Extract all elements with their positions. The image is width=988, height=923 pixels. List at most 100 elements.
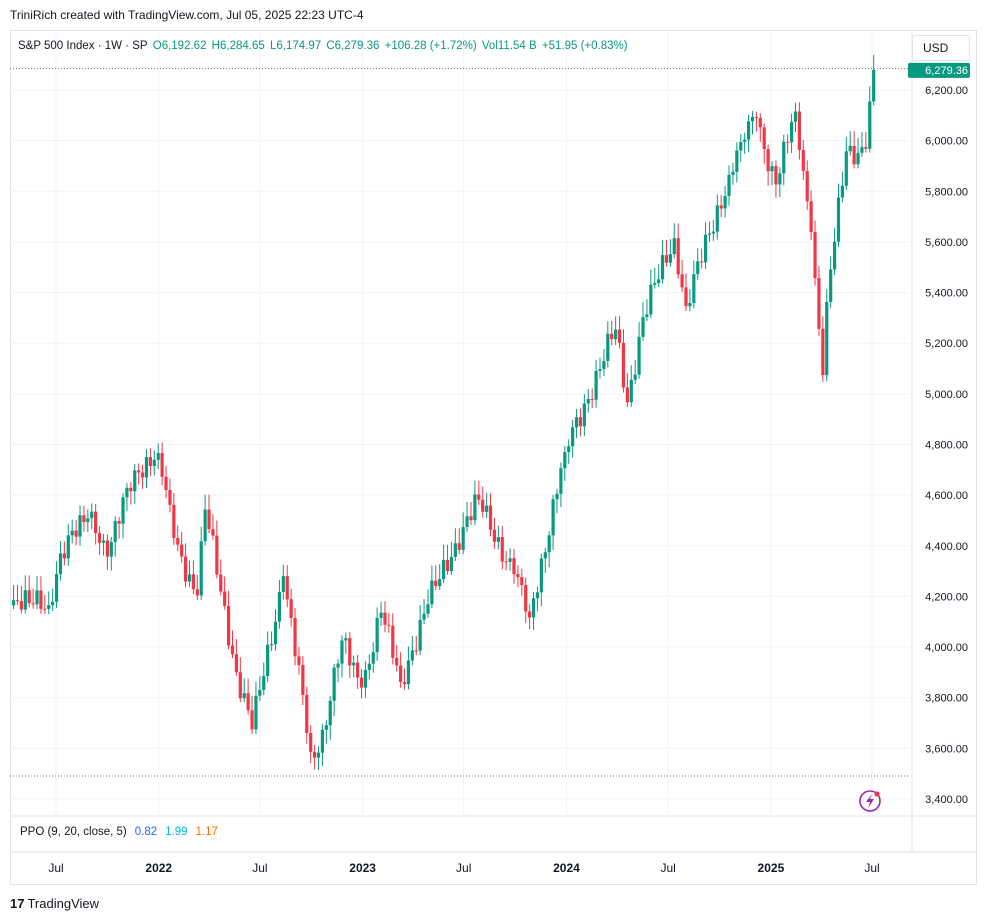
candle-body bbox=[352, 662, 356, 666]
flash-icon[interactable] bbox=[859, 790, 881, 812]
candle-body bbox=[129, 487, 133, 492]
candle-body bbox=[578, 417, 583, 427]
candle-body bbox=[610, 333, 614, 340]
candle-body bbox=[399, 665, 403, 683]
candle-body bbox=[410, 650, 414, 661]
ppo-value-2: 1.99 bbox=[165, 826, 188, 838]
y-tick-label: 4,000.00 bbox=[925, 642, 968, 654]
candle-body bbox=[340, 640, 344, 664]
candle-body bbox=[832, 241, 837, 270]
candle-body bbox=[711, 231, 715, 234]
candle-body bbox=[789, 121, 794, 143]
candle-body bbox=[426, 604, 430, 614]
candle-body bbox=[801, 149, 805, 171]
candle-body bbox=[367, 663, 371, 670]
y-tick-label: 3,400.00 bbox=[925, 794, 968, 806]
candle-body bbox=[672, 238, 676, 255]
candle-body bbox=[707, 233, 712, 235]
candle-body bbox=[719, 205, 723, 209]
candle-body bbox=[223, 591, 227, 606]
candle-body bbox=[113, 520, 117, 543]
x-tick-label: 2022 bbox=[145, 861, 172, 875]
y-tick-label: 5,200.00 bbox=[925, 338, 968, 350]
candle-body bbox=[82, 515, 86, 522]
candle-body bbox=[273, 621, 278, 645]
candle-body bbox=[375, 617, 379, 653]
candle-body bbox=[391, 625, 395, 658]
candle-body bbox=[825, 301, 829, 376]
candle-body bbox=[797, 111, 801, 150]
ppo-indicator-legend[interactable]: PPO (9, 20, close, 5) 0.82 1.99 1.17 bbox=[20, 826, 218, 838]
candle-body bbox=[614, 329, 618, 340]
candle-body bbox=[160, 453, 164, 477]
candle-body bbox=[637, 336, 641, 375]
candle-body bbox=[625, 387, 629, 403]
candle-body bbox=[422, 613, 426, 620]
x-tick-label: Jul bbox=[48, 861, 63, 875]
candle-body bbox=[445, 559, 450, 572]
candle-body bbox=[782, 141, 786, 174]
candle-body bbox=[43, 608, 47, 610]
candle-body bbox=[348, 638, 352, 666]
candle-body bbox=[453, 543, 457, 557]
candle-body bbox=[762, 127, 766, 150]
candle-body bbox=[234, 654, 239, 673]
legend-change: +106.28 (+1.72%) bbox=[384, 40, 477, 52]
candle-body bbox=[520, 577, 524, 586]
candle-body bbox=[688, 303, 692, 307]
x-tick-label: Jul bbox=[660, 861, 675, 875]
candle-body bbox=[74, 530, 78, 537]
candle-body bbox=[137, 470, 141, 473]
candle-body bbox=[512, 558, 516, 575]
candle-body bbox=[359, 677, 364, 688]
y-tick-label: 3,800.00 bbox=[925, 693, 968, 705]
candle-body bbox=[117, 520, 121, 524]
candle-body bbox=[860, 147, 864, 153]
y-tick-label: 3,600.00 bbox=[925, 743, 968, 755]
y-tick-label: 5,400.00 bbox=[925, 288, 968, 300]
candle-body bbox=[266, 644, 270, 677]
candle-body bbox=[27, 590, 31, 604]
candle-body bbox=[602, 360, 606, 370]
candle-body bbox=[180, 544, 184, 557]
candle-body bbox=[152, 459, 156, 466]
candle-body bbox=[363, 669, 368, 688]
candle-body bbox=[872, 69, 876, 102]
candle-body bbox=[743, 139, 747, 142]
candle-body bbox=[805, 170, 809, 202]
candle-body bbox=[594, 370, 598, 400]
candle-body bbox=[746, 121, 751, 140]
x-tick-label: Jul bbox=[864, 861, 879, 875]
y-tick-label: 4,600.00 bbox=[925, 490, 968, 502]
candle-body bbox=[539, 558, 543, 593]
y-tick-label: 4,200.00 bbox=[925, 591, 968, 603]
candle-body bbox=[285, 576, 289, 600]
candle-body bbox=[58, 553, 63, 575]
candle-body bbox=[97, 533, 102, 543]
last-price-label: 6,279.36 bbox=[925, 65, 968, 77]
candle-body bbox=[485, 505, 489, 512]
candle-body bbox=[281, 576, 285, 592]
currency-button[interactable]: USD bbox=[912, 35, 970, 61]
candle-body bbox=[864, 147, 868, 149]
tradingview-branding[interactable]: 17 TradingView bbox=[10, 896, 99, 911]
candle-body bbox=[582, 403, 586, 427]
candle-body bbox=[23, 590, 27, 610]
candle-body bbox=[469, 516, 473, 521]
candle-body bbox=[336, 663, 340, 668]
candle-body bbox=[297, 656, 301, 665]
candle-body bbox=[402, 682, 407, 685]
candle-body bbox=[696, 261, 700, 275]
candle-body bbox=[324, 725, 328, 730]
candle-body bbox=[617, 329, 622, 343]
candle-body bbox=[442, 559, 446, 580]
candle-body bbox=[715, 205, 719, 232]
candle-body bbox=[817, 278, 821, 329]
y-tick-label: 4,800.00 bbox=[925, 440, 968, 452]
candle-body bbox=[86, 518, 90, 522]
candle-body bbox=[856, 152, 860, 165]
legend-symbol[interactable]: S&P 500 Index · 1W · SP bbox=[18, 40, 148, 52]
y-tick-label: 6,200.00 bbox=[925, 85, 968, 97]
candle-body bbox=[488, 505, 493, 530]
